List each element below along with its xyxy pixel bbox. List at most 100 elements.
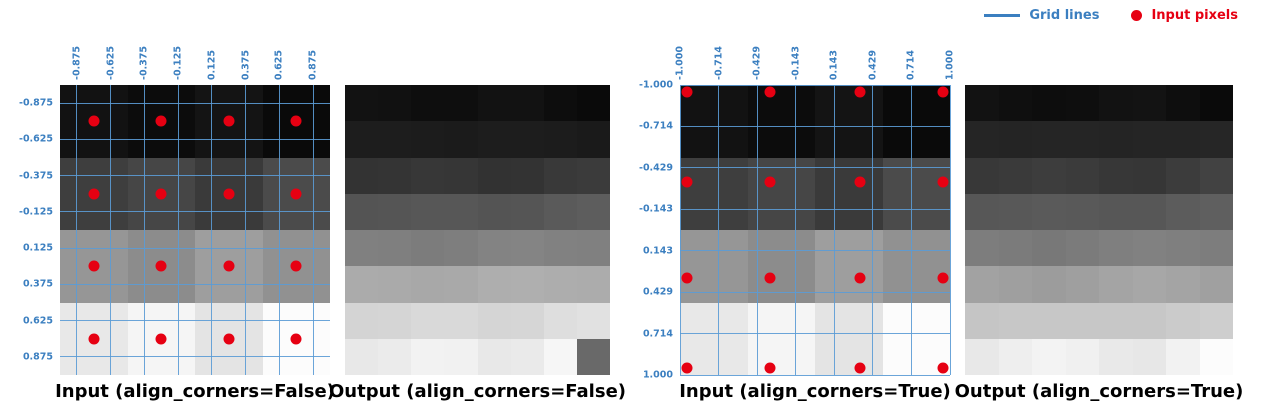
panel-caption: Output (align_corners=True)	[954, 381, 1244, 402]
pixel-cell	[747, 230, 815, 303]
pixel-cell	[378, 302, 412, 339]
pixel-cell	[576, 302, 610, 339]
pixel-cell	[998, 121, 1032, 158]
pixel-cell	[1166, 302, 1200, 339]
pixel-cell	[1199, 302, 1233, 339]
grid-line-horizontal	[60, 175, 330, 177]
input-pixel-dot	[764, 86, 776, 98]
pixel-cell	[510, 302, 544, 339]
input-pixel-dot	[223, 260, 235, 272]
pixel-cell	[345, 193, 379, 230]
grid-line-vertical	[76, 85, 78, 375]
pixel-cell	[1065, 302, 1099, 339]
input-pixel-dot	[88, 333, 100, 345]
input-pixel-dot	[764, 362, 776, 374]
grid-line-vertical	[211, 85, 213, 375]
input-pixel-dot	[854, 176, 866, 188]
pixel-cell	[345, 302, 379, 339]
input-pixel-dot	[223, 333, 235, 345]
pixel-cell	[1032, 85, 1066, 122]
grid-and-dots-overlay	[60, 85, 330, 375]
pixel-cell	[680, 85, 748, 158]
grid-line-horizontal	[60, 211, 330, 213]
input-pixel-dot	[155, 115, 167, 127]
input-pixel-dot	[681, 362, 693, 374]
pixel-cell	[444, 85, 478, 122]
pixel-cell	[543, 193, 577, 230]
pixel-cell	[543, 230, 577, 267]
pixel-cell	[998, 230, 1032, 267]
pixel-cell	[1166, 230, 1200, 267]
x-tick-label: 0.875	[307, 49, 319, 80]
input-pixel-dot	[854, 272, 866, 284]
pixel-cell	[378, 121, 412, 158]
grid-line-vertical	[872, 85, 874, 375]
pixel-cell	[510, 338, 544, 375]
pixel-cell	[1065, 193, 1099, 230]
pixel-cell	[378, 193, 412, 230]
pixel-cell	[411, 121, 445, 158]
pixel-cell	[680, 157, 748, 230]
pixel-cell	[1132, 266, 1166, 303]
x-tick-label: -0.375	[138, 46, 150, 80]
pixel-cell	[1032, 230, 1066, 267]
pixel-cell	[576, 85, 610, 122]
x-axis-ticks: -0.875 -0.625 -0.375 -0.125 0.125 0.375 0.625 0…	[60, 27, 330, 85]
panel-output-align-corners-false: Output (align_corners=False)	[329, 85, 626, 402]
pixel-cell	[444, 157, 478, 194]
x-tick-label: -0.714	[713, 46, 725, 80]
input-pixel-dot	[854, 362, 866, 374]
pixel-cell	[998, 266, 1032, 303]
input-pixel-dot	[88, 188, 100, 200]
y-tick-label: 0.143	[642, 245, 673, 257]
pixel-cell	[378, 157, 412, 194]
pixel-cell	[510, 85, 544, 122]
pixel-cell	[477, 193, 511, 230]
x-tick-label: -0.143	[790, 46, 802, 80]
pixel-cell	[444, 266, 478, 303]
pixel-cell	[543, 85, 577, 122]
pixel-cell	[1065, 338, 1099, 375]
x-tick-label: 1.000	[944, 49, 956, 80]
pixel-cell	[882, 85, 950, 158]
pixel-cell	[1099, 302, 1133, 339]
pixel-cell	[378, 230, 412, 267]
pixel-cell	[411, 266, 445, 303]
pixel-cell	[477, 266, 511, 303]
input-pixel-dot	[290, 115, 302, 127]
grid-line-vertical	[143, 85, 145, 375]
grid-line-horizontal	[680, 208, 950, 210]
legend-dot-swatch	[1131, 10, 1143, 21]
pixel-cell	[815, 157, 883, 230]
pixel-cell	[444, 121, 478, 158]
pixel-cell	[1132, 157, 1166, 194]
y-tick-label: -0.625	[19, 133, 53, 145]
y-axis-ticks: -1.000 -0.714 -0.429 -0.143 0.143 0.429 0.714 1…	[624, 80, 680, 381]
y-tick-label: 0.714	[642, 328, 673, 340]
pixel-cell	[477, 121, 511, 158]
pixel-cell	[1099, 266, 1133, 303]
y-tick-label: -0.429	[639, 162, 673, 174]
pixel-cell	[477, 338, 511, 375]
grid-line-horizontal	[60, 102, 330, 104]
pixel-cell	[1065, 157, 1099, 194]
pixel-cell	[411, 85, 445, 122]
grid-line-horizontal	[680, 84, 950, 86]
pixel-cell	[965, 230, 999, 267]
legend: Grid lines Input pixels	[984, 8, 1238, 23]
pixel-cell	[576, 266, 610, 303]
y-tick-label: -0.375	[19, 170, 53, 182]
input-pixel-dot	[681, 176, 693, 188]
panel-caption: Input (align_corners=True)	[679, 381, 951, 402]
grid-line-horizontal	[60, 320, 330, 322]
pixel-cell	[1166, 193, 1200, 230]
input-pixel-dot	[223, 188, 235, 200]
grid-line-vertical	[312, 85, 314, 375]
panel-caption: Output (align_corners=False)	[328, 381, 627, 402]
pixel-cell	[510, 266, 544, 303]
input-pixel-dot	[764, 176, 776, 188]
pixel-cell	[411, 157, 445, 194]
pixel-cell	[1032, 266, 1066, 303]
input-pixel-dot	[290, 260, 302, 272]
panel-caption: Input (align_corners=False)	[55, 381, 335, 402]
